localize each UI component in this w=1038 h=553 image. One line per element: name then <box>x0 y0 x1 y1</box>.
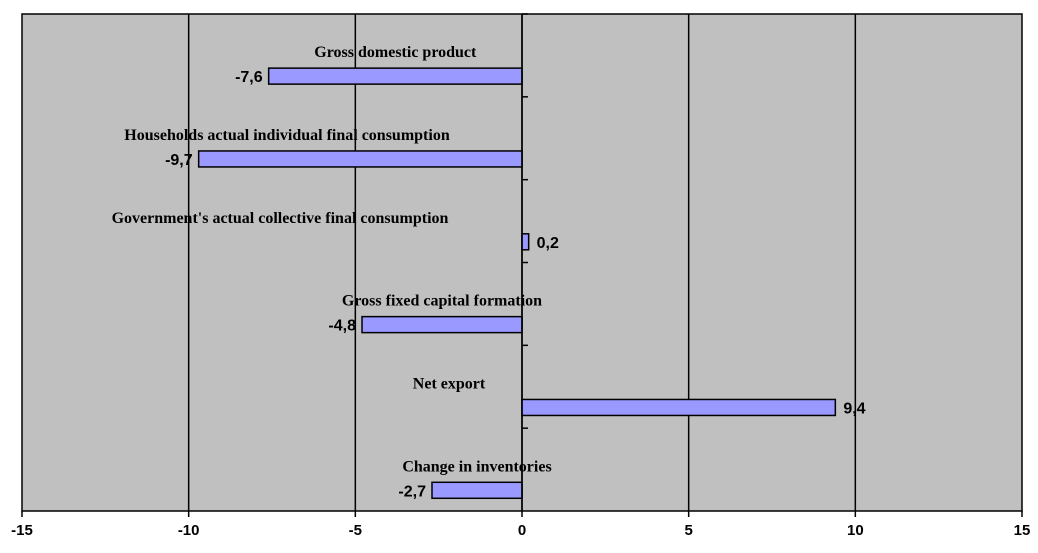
data-label: 9,4 <box>843 400 865 417</box>
bar <box>521 233 530 251</box>
labels: -7,6 Gross domestic product -9,7 Households… <box>112 44 866 500</box>
bar <box>267 67 523 85</box>
category-label: Gross fixed capital formation <box>342 293 542 310</box>
x-tick-label: -5 <box>349 522 362 539</box>
x-tick-label: 15 <box>1014 522 1031 539</box>
category-label: Net export <box>413 375 486 392</box>
category-label: Government's actual collective final con… <box>112 210 449 227</box>
bar <box>431 481 523 500</box>
category-label: Households actual individual final consu… <box>124 127 450 144</box>
data-label: -7,6 <box>235 69 263 86</box>
x-axis: -15 -10 -5 0 5 10 15 <box>11 13 1031 539</box>
x-tick-label: 5 <box>684 522 692 539</box>
x-tick-label: 0 <box>518 522 526 539</box>
x-tick-label: -10 <box>178 522 200 539</box>
bar <box>361 315 523 334</box>
data-label: -2,7 <box>398 483 426 500</box>
bar <box>521 398 837 417</box>
data-label: 0,2 <box>537 235 559 252</box>
bars <box>197 67 837 500</box>
x-tick-label: 10 <box>847 522 864 539</box>
data-label: -9,7 <box>165 152 193 169</box>
category-label: Change in inventories <box>402 458 551 475</box>
category-label: Gross domestic product <box>314 44 477 61</box>
data-label: -4,8 <box>328 318 356 335</box>
x-tick-label: -15 <box>11 522 33 539</box>
bar <box>197 150 523 168</box>
